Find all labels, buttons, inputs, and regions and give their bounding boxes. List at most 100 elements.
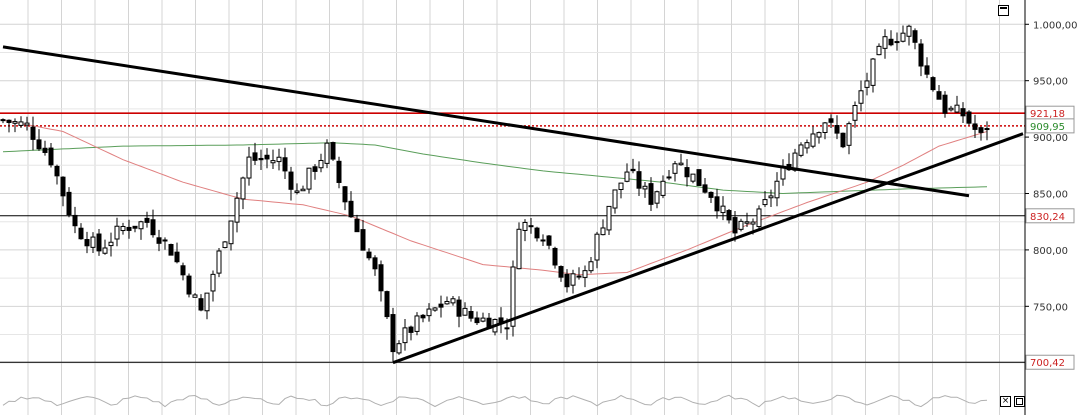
- candle-body: [108, 241, 114, 247]
- close-icon[interactable]: ×: [1000, 396, 1011, 407]
- candle-body: [204, 292, 210, 312]
- candle-body: [198, 298, 204, 311]
- candle-body: [216, 250, 222, 274]
- candle-body: [474, 317, 480, 324]
- candle-body: [42, 147, 48, 153]
- candle-body: [774, 180, 780, 199]
- candle-body: [684, 167, 690, 178]
- candle-body: [978, 127, 984, 133]
- candle-body: [504, 327, 510, 330]
- candle-body: [294, 190, 300, 193]
- maximize-icon[interactable]: [998, 5, 1009, 16]
- candle-body: [672, 163, 678, 174]
- candle-body: [690, 173, 696, 182]
- candle-body: [708, 191, 714, 198]
- candle-body: [546, 235, 552, 246]
- restore-icon[interactable]: [1014, 396, 1025, 407]
- indicator-line: [2, 394, 988, 408]
- candle-body: [372, 257, 378, 270]
- candle-body: [18, 121, 24, 126]
- candle-body: [858, 90, 864, 104]
- lower-indicator-peek: [2, 394, 988, 408]
- candle-body: [816, 132, 822, 138]
- candle-body: [252, 152, 258, 161]
- candle-body: [24, 122, 30, 126]
- level-label: 700,42: [1030, 358, 1065, 369]
- candle-body: [906, 25, 912, 37]
- candle-body: [336, 160, 342, 183]
- candle-body: [318, 159, 324, 169]
- candle-body: [738, 220, 744, 230]
- candle-body: [528, 225, 534, 228]
- trendlines: [2, 45, 1024, 365]
- candle-body: [408, 326, 414, 333]
- candle-body: [324, 142, 330, 164]
- candle-body: [348, 200, 354, 218]
- candle-body: [840, 132, 846, 148]
- trendline-falling-resistance: [2, 45, 970, 198]
- candle-body: [810, 133, 816, 147]
- candle-body: [594, 233, 600, 261]
- candle-body: [636, 171, 642, 189]
- candle-body: [936, 91, 942, 100]
- candle-body: [918, 43, 924, 67]
- candle-body: [882, 36, 888, 49]
- candle-body: [804, 142, 810, 149]
- candle-body: [894, 41, 900, 44]
- candle-body: [942, 94, 948, 114]
- candle-body: [480, 317, 486, 322]
- candle-body: [186, 275, 192, 295]
- candle-body: [744, 221, 750, 224]
- candle-body: [66, 191, 72, 216]
- candle-body: [564, 273, 570, 288]
- candle-body: [582, 270, 588, 278]
- candle-body: [654, 191, 660, 204]
- candle-body: [726, 210, 732, 221]
- candle-body: [402, 327, 408, 344]
- candle-body: [210, 273, 216, 292]
- candle-body: [396, 343, 402, 354]
- axis-tick-label: 850,00: [1033, 190, 1068, 201]
- axis-tick-label: 950,00: [1033, 77, 1068, 88]
- candle-body: [450, 298, 456, 304]
- candle-body: [768, 195, 774, 199]
- candle-body: [174, 251, 180, 263]
- candle-body: [624, 171, 630, 182]
- candle-body: [144, 217, 150, 223]
- level-label: 909,95: [1030, 122, 1065, 133]
- candle-body: [756, 208, 762, 228]
- axis-background: [1025, 0, 1083, 415]
- candle-body: [90, 236, 96, 248]
- candle-body: [426, 308, 432, 317]
- candle-body: [864, 80, 870, 88]
- candle-body: [288, 171, 294, 190]
- candle-body: [156, 237, 162, 244]
- candle-body: [234, 197, 240, 223]
- candle-body: [648, 183, 654, 205]
- candle-body: [102, 247, 108, 254]
- candle-body: [138, 221, 144, 230]
- sma-red-line: [2, 119, 988, 276]
- candle-body: [780, 166, 786, 180]
- candle-body: [342, 186, 348, 203]
- candle-body: [924, 65, 930, 75]
- axis-tick-label: 800,00: [1033, 246, 1068, 257]
- candle-body: [984, 128, 990, 131]
- candle-body: [270, 160, 276, 164]
- candle-body: [360, 229, 366, 251]
- axis-tick-label: 900,00: [1033, 133, 1068, 144]
- candle-body: [954, 104, 960, 113]
- candle-body: [666, 176, 672, 179]
- candle-body: [30, 126, 36, 140]
- candle-body: [54, 165, 60, 177]
- candle-body: [660, 180, 666, 196]
- candle-body: [438, 303, 444, 308]
- candle-body: [246, 156, 252, 179]
- candle-body: [264, 154, 270, 160]
- price-axis: 700,00750,00800,00850,00900,00950,001.00…: [1024, 0, 1083, 415]
- candle-body: [876, 45, 882, 56]
- candle-body: [258, 157, 264, 161]
- candle-body: [420, 314, 426, 319]
